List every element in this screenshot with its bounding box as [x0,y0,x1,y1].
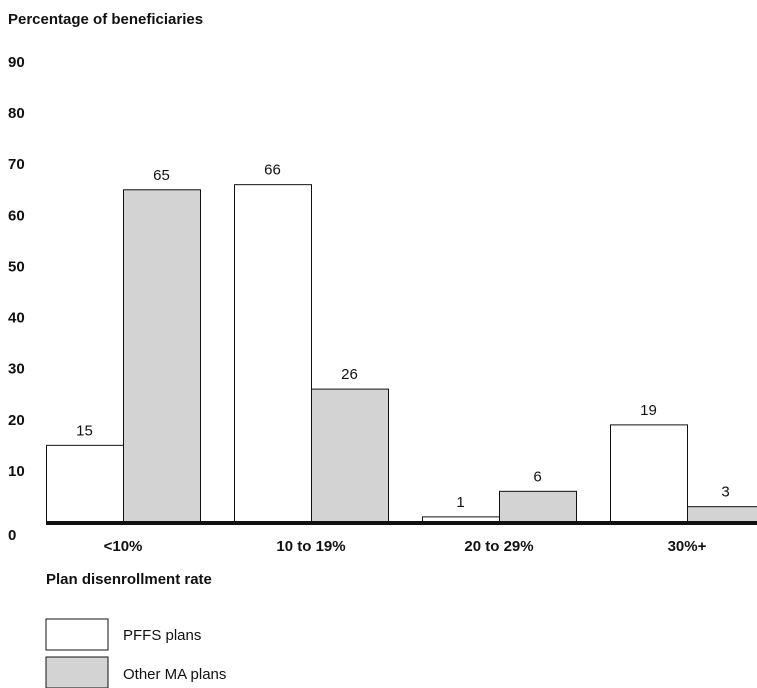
bar-value-label: 15 [76,422,93,439]
y-tick-label: 0 [8,527,16,544]
y-tick-label: 90 [8,54,25,71]
bar [687,506,757,523]
y-tick-label: 80 [8,105,25,122]
bar-value-label: 65 [153,167,170,184]
legend-swatch-other-ma [45,656,109,688]
bar [46,444,124,523]
bar-value-label: 66 [264,162,281,179]
x-tick-label: <10% [104,538,143,555]
x-axis-tick-labels: <10% 10 to 19% 20 to 29% 30%+ [104,538,707,555]
bars [46,184,757,523]
y-tick-label: 20 [8,412,25,429]
bar-value-label: 26 [341,366,358,383]
bar-value-label: 1 [456,494,464,511]
y-tick-label: 50 [8,258,25,275]
x-tick-label: 10 to 19% [276,538,345,555]
x-axis-baseline [46,521,757,525]
bar-value-labels: 15 66 1 19 65 26 6 3 [76,162,730,511]
legend-label-pffs: PFFS plans [123,627,201,644]
y-axis-ticks: 0 10 20 30 40 50 60 70 80 90 [8,54,25,544]
y-axis-title: Percentage of beneficiaries [8,11,203,28]
x-tick-label: 20 to 29% [464,538,533,555]
bar-value-label: 3 [721,484,729,501]
legend-label-other-ma: Other MA plans [123,666,226,683]
y-tick-label: 30 [8,361,25,378]
y-tick-label: 70 [8,156,25,173]
bar [123,189,201,523]
y-tick-label: 60 [8,207,25,224]
bar [610,424,688,523]
x-axis-title: Plan disenrollment rate [46,571,212,588]
x-tick-label: 30%+ [668,538,707,555]
y-tick-label: 10 [8,463,25,480]
bar-value-label: 6 [533,468,541,485]
bar [311,388,389,523]
legend: PFFS plans Other MA plans [45,618,226,688]
bar-value-label: 19 [640,402,657,419]
bar [499,490,577,523]
bar [234,184,312,523]
legend-swatch-pffs [45,618,109,651]
y-tick-label: 40 [8,310,25,327]
